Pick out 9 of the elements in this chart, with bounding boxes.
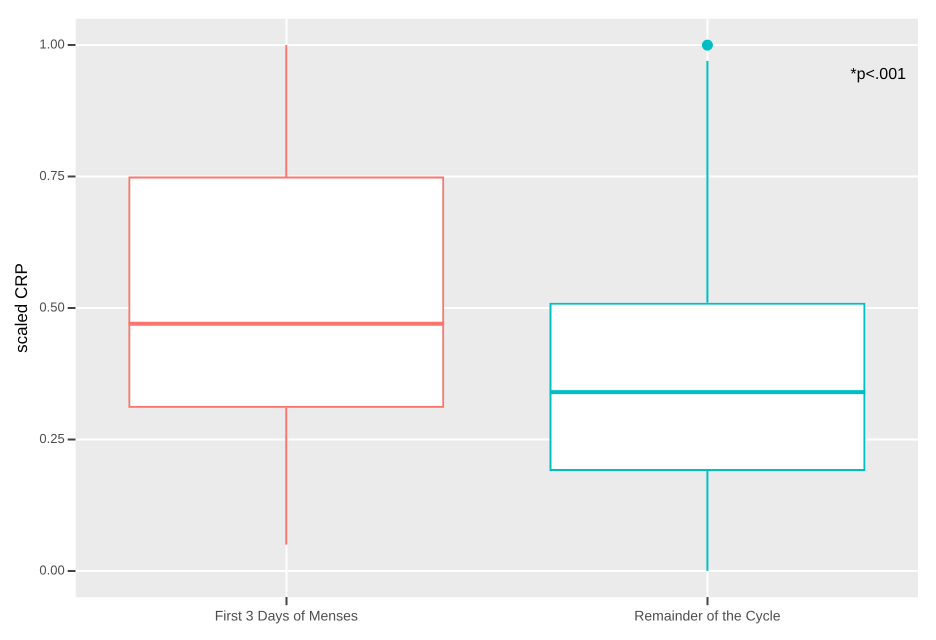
annotation: *p<.001 bbox=[850, 66, 906, 84]
x-tick-label: First 3 Days of Menses bbox=[214, 607, 358, 624]
y-tick-label: 0.25 bbox=[39, 431, 65, 446]
y-tick-label: 0.75 bbox=[39, 168, 65, 184]
x-tick-label: Remainder of the Cycle bbox=[634, 607, 781, 624]
y-tick-label: 0.50 bbox=[39, 300, 65, 315]
y-axis-title: scaled CRP bbox=[12, 263, 31, 353]
y-tick-label: 1.00 bbox=[39, 36, 65, 52]
y-tick-label: 0.00 bbox=[39, 562, 65, 578]
